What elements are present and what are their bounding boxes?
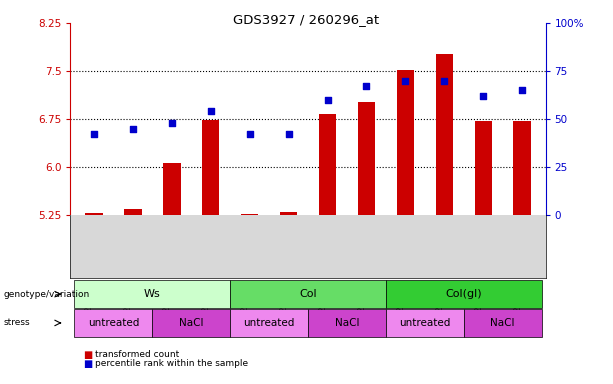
Text: untreated: untreated xyxy=(399,318,451,328)
Bar xyxy=(241,214,259,215)
Bar xyxy=(357,102,375,215)
Text: untreated: untreated xyxy=(243,318,295,328)
Point xyxy=(89,131,99,137)
Text: ■: ■ xyxy=(83,350,92,360)
Bar xyxy=(319,114,337,215)
Point xyxy=(362,83,371,89)
Point xyxy=(284,131,294,137)
Point xyxy=(478,93,488,99)
Point xyxy=(167,120,177,126)
Point xyxy=(517,87,527,93)
Bar xyxy=(202,120,219,215)
Bar xyxy=(163,162,180,215)
Bar xyxy=(280,212,297,215)
Bar xyxy=(397,70,414,215)
Text: Ws: Ws xyxy=(144,289,161,299)
Bar xyxy=(436,54,453,215)
Text: ■: ■ xyxy=(83,359,92,369)
Bar xyxy=(514,121,531,215)
Text: percentile rank within the sample: percentile rank within the sample xyxy=(95,359,248,368)
Bar xyxy=(85,213,102,215)
Point xyxy=(400,78,410,84)
Text: GDS3927 / 260296_at: GDS3927 / 260296_at xyxy=(234,13,379,26)
Text: transformed count: transformed count xyxy=(95,350,179,359)
Text: NaCl: NaCl xyxy=(335,318,359,328)
Bar xyxy=(124,209,142,215)
Text: stress: stress xyxy=(3,318,29,328)
Point xyxy=(322,97,332,103)
Point xyxy=(128,126,138,132)
Point xyxy=(245,131,254,137)
Point xyxy=(440,78,449,84)
Text: untreated: untreated xyxy=(88,318,139,328)
Bar xyxy=(474,121,492,215)
Point xyxy=(206,108,216,114)
Text: genotype/variation: genotype/variation xyxy=(3,290,89,299)
Text: Col: Col xyxy=(299,289,317,299)
Text: Col(gl): Col(gl) xyxy=(446,289,482,299)
Text: NaCl: NaCl xyxy=(179,318,204,328)
Text: NaCl: NaCl xyxy=(490,318,515,328)
